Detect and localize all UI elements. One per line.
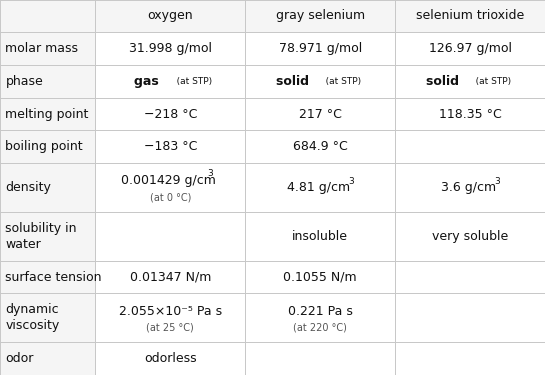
Text: gas: gas <box>134 75 168 87</box>
Bar <box>245 0 395 32</box>
Text: 0.01347 N/m: 0.01347 N/m <box>130 270 211 284</box>
Text: surface tension: surface tension <box>5 270 102 284</box>
Text: 0.221 Pa s: 0.221 Pa s <box>288 305 353 318</box>
Text: density: density <box>5 181 51 194</box>
Bar <box>0 98 95 130</box>
Text: 0.001429 g/cm: 0.001429 g/cm <box>121 174 216 188</box>
Text: (at 25 °C): (at 25 °C) <box>147 322 194 333</box>
Text: odorless: odorless <box>144 352 197 365</box>
Text: 118.35 °C: 118.35 °C <box>439 108 501 120</box>
Text: solid: solid <box>276 75 318 87</box>
Bar <box>0 130 95 164</box>
Text: (at 220 °C): (at 220 °C) <box>293 322 347 333</box>
Bar <box>0 294 95 342</box>
Text: very soluble: very soluble <box>432 230 508 243</box>
Text: 217 °C: 217 °C <box>299 108 342 120</box>
Text: solid: solid <box>426 75 468 87</box>
Text: molar mass: molar mass <box>5 42 78 54</box>
Text: odor: odor <box>5 352 34 365</box>
Text: (at STP): (at STP) <box>318 76 361 86</box>
Text: −218 °C: −218 °C <box>144 108 197 120</box>
Text: 2.055×10⁻⁵ Pa s: 2.055×10⁻⁵ Pa s <box>119 305 222 318</box>
Text: melting point: melting point <box>5 108 89 120</box>
Text: 4.81 g/cm: 4.81 g/cm <box>287 181 350 194</box>
Text: 3: 3 <box>208 169 214 178</box>
Text: selenium trioxide: selenium trioxide <box>416 9 524 22</box>
Text: phase: phase <box>5 75 43 87</box>
Bar <box>0 164 95 212</box>
Text: boiling point: boiling point <box>5 141 83 153</box>
Text: 126.97 g/mol: 126.97 g/mol <box>428 42 512 54</box>
Text: gray selenium: gray selenium <box>276 9 365 22</box>
Text: (at 0 °C): (at 0 °C) <box>150 192 191 202</box>
Text: 3.6 g/cm: 3.6 g/cm <box>441 181 496 194</box>
Text: 31.998 g/mol: 31.998 g/mol <box>129 42 212 54</box>
Bar <box>0 342 95 375</box>
Bar <box>95 0 245 32</box>
Text: dynamic
viscosity: dynamic viscosity <box>5 303 60 332</box>
Bar <box>0 64 95 98</box>
Bar <box>0 32 95 64</box>
Text: (at STP): (at STP) <box>468 76 511 86</box>
Text: (at STP): (at STP) <box>168 76 211 86</box>
Text: 0.1055 N/m: 0.1055 N/m <box>283 270 357 284</box>
Bar <box>0 212 95 261</box>
Text: oxygen: oxygen <box>148 9 193 22</box>
Text: 3: 3 <box>348 177 354 186</box>
Text: insoluble: insoluble <box>292 230 348 243</box>
Bar <box>0 261 95 294</box>
Bar <box>395 0 545 32</box>
Text: 3: 3 <box>495 177 500 186</box>
Text: 684.9 °C: 684.9 °C <box>293 141 348 153</box>
Bar <box>0 0 95 32</box>
Text: solubility in
water: solubility in water <box>5 222 77 251</box>
Text: 78.971 g/mol: 78.971 g/mol <box>278 42 362 54</box>
Text: −183 °C: −183 °C <box>144 141 197 153</box>
